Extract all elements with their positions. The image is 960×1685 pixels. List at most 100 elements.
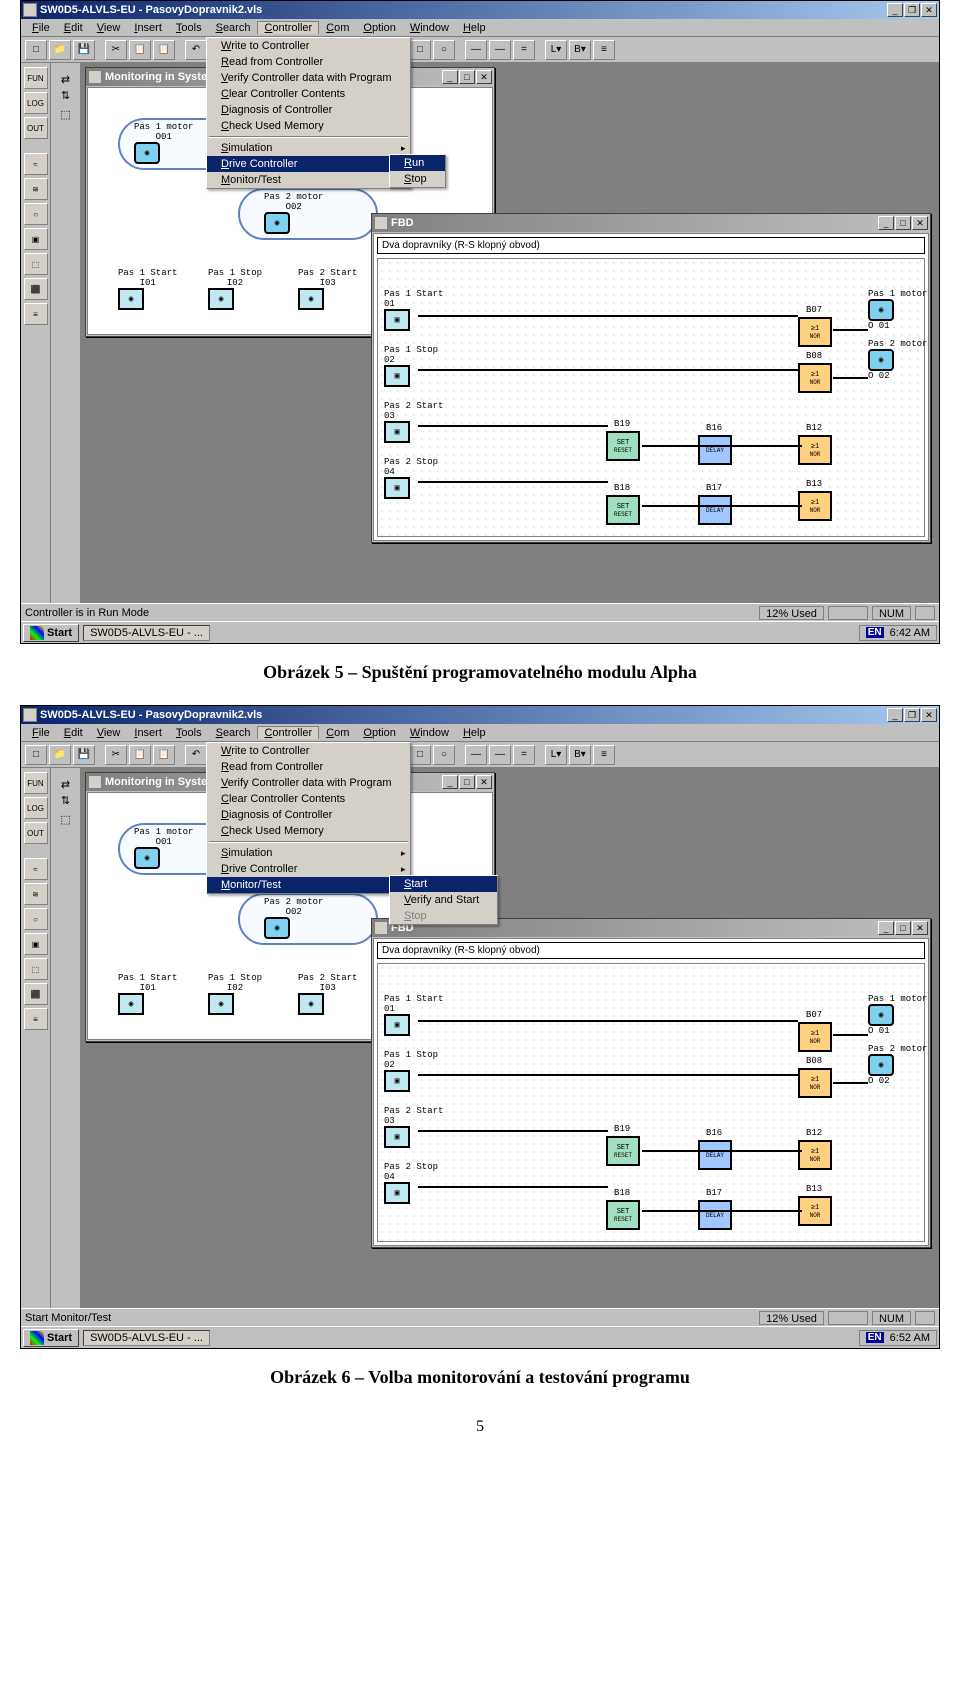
menu-item[interactable]: Write to Controller (207, 743, 410, 759)
menu-tools[interactable]: Tools (169, 726, 209, 740)
side-button[interactable]: LOG (24, 797, 48, 819)
minimize-button[interactable]: _ (878, 216, 894, 230)
side-button[interactable]: ⬚ (24, 958, 48, 980)
fbd-input[interactable]: Pas 2 Stop04▣ (384, 457, 438, 499)
toolbar-button[interactable]: — (489, 40, 511, 60)
menu-item[interactable]: Monitor/Test▸ (207, 877, 410, 893)
fbd-function[interactable]: B17DELAY (698, 1200, 732, 1230)
fbd-function[interactable]: B16DELAY (698, 435, 732, 465)
side-button[interactable]: ⬚ (60, 108, 70, 121)
minimize-button[interactable]: _ (887, 708, 903, 722)
fbd-output[interactable]: Pas 1 motor◉O 01 (868, 994, 927, 1036)
submenu-item[interactable]: Verify and Start (390, 892, 497, 908)
close-button[interactable]: ✕ (476, 70, 492, 84)
fbd-function[interactable]: B13≥1NOR (798, 1196, 832, 1226)
toolbar-button[interactable]: 📋 (129, 40, 151, 60)
toolbar-button[interactable]: ✂ (105, 745, 127, 765)
minimize-button[interactable]: _ (878, 921, 894, 935)
submenu-item[interactable]: Run (390, 155, 445, 171)
taskbar-item[interactable]: SW0D5-ALVLS-EU - ... (83, 625, 210, 641)
fbd-output[interactable]: Pas 1 motor◉O 01 (868, 289, 927, 331)
menu-edit[interactable]: Edit (57, 726, 90, 740)
side-button[interactable]: ⇅ (61, 89, 70, 102)
maximize-button[interactable]: □ (459, 775, 475, 789)
lang-indicator[interactable]: EN (866, 627, 884, 638)
close-button[interactable]: ✕ (921, 708, 937, 722)
side-button[interactable]: FUN (24, 772, 48, 794)
side-button[interactable]: LOG (24, 92, 48, 114)
menu-help[interactable]: Help (456, 21, 493, 35)
menu-file[interactable]: File (25, 726, 57, 740)
toolbar-button[interactable]: ✂ (105, 40, 127, 60)
menu-controller[interactable]: Controller (257, 21, 319, 34)
menu-item[interactable]: Drive Controller▸ (207, 156, 410, 172)
fbd-input[interactable]: Pas 1 Start01▣ (384, 289, 443, 331)
fbd-input[interactable]: Pas 2 Stop04▣ (384, 1162, 438, 1204)
close-button[interactable]: ✕ (912, 921, 928, 935)
fbd-function[interactable]: B19SETRESET (606, 431, 640, 461)
menu-insert[interactable]: Insert (127, 21, 169, 35)
fbd-input[interactable]: Pas 1 Stop02▣ (384, 1050, 438, 1092)
toolbar-button[interactable]: 📋 (153, 40, 175, 60)
side-button[interactable]: ⇄ (61, 778, 70, 791)
fbd-input[interactable]: Pas 2 Start03▣ (384, 401, 443, 443)
fbd-function[interactable]: B13≥1NOR (798, 491, 832, 521)
fbd-function[interactable]: B12≥1NOR (798, 435, 832, 465)
menu-item[interactable]: Read from Controller (207, 54, 410, 70)
menu-item[interactable]: Diagnosis of Controller (207, 807, 410, 823)
menu-item[interactable]: Simulation▸ (207, 140, 410, 156)
side-button[interactable]: FUN (24, 67, 48, 89)
fbd-block[interactable]: Pas 2 StartI03◉ (298, 268, 357, 310)
fbd-block[interactable]: Pas 1 StopI02◉ (208, 973, 262, 1015)
side-button[interactable]: ≋ (24, 883, 48, 905)
toolbar-button[interactable]: B▾ (569, 40, 591, 60)
maximize-button[interactable]: □ (895, 921, 911, 935)
side-button[interactable]: ▣ (24, 228, 48, 250)
side-button[interactable]: ○ (24, 203, 48, 225)
side-button[interactable]: ≡ (24, 1008, 48, 1030)
fbd-function[interactable]: B16DELAY (698, 1140, 732, 1170)
submenu-item[interactable]: Stop (390, 171, 445, 187)
fbd-function[interactable]: B08≥1NOR (798, 1068, 832, 1098)
menu-window[interactable]: Window (403, 726, 456, 740)
fbd-output[interactable]: Pas 2 motor◉O 02 (868, 1044, 927, 1086)
menu-window[interactable]: Window (403, 21, 456, 35)
fbd-function[interactable]: B07≥1NOR (798, 1022, 832, 1052)
maximize-button[interactable]: □ (895, 216, 911, 230)
menu-item[interactable]: Verify Controller data with Program (207, 70, 410, 86)
fbd-function[interactable]: B07≥1NOR (798, 317, 832, 347)
menu-controller[interactable]: Controller (257, 726, 319, 739)
fbd-block[interactable]: Pas 1 StartI01◉ (118, 973, 177, 1015)
toolbar-button[interactable]: B▾ (569, 745, 591, 765)
toolbar-button[interactable]: 💾 (73, 40, 95, 60)
fbd-function[interactable]: B08≥1NOR (798, 363, 832, 393)
toolbar-button[interactable]: ≡ (593, 40, 615, 60)
menu-tools[interactable]: Tools (169, 21, 209, 35)
maximize-button[interactable]: ❐ (904, 3, 920, 17)
fbd-output[interactable]: Pas 2 motor◉O 02 (868, 339, 927, 381)
fbd-input[interactable]: Pas 2 Start03▣ (384, 1106, 443, 1148)
toolbar-button[interactable]: — (465, 745, 487, 765)
minimize-button[interactable]: _ (442, 775, 458, 789)
toolbar-button[interactable]: — (489, 745, 511, 765)
fbd-function[interactable]: B18SETRESET (606, 495, 640, 525)
side-button[interactable]: ⬚ (60, 813, 70, 826)
fbd-block[interactable]: Pas 1 motorO01◉ (134, 122, 193, 164)
menu-help[interactable]: Help (456, 726, 493, 740)
menu-item[interactable]: Drive Controller▸ (207, 861, 410, 877)
fbd-block[interactable]: Pas 1 motorO01◉ (134, 827, 193, 869)
side-button[interactable]: OUT (24, 117, 48, 139)
toolbar-button[interactable]: L▾ (545, 745, 567, 765)
fbd-block[interactable]: Pas 2 StartI03◉ (298, 973, 357, 1015)
menu-item[interactable]: Check Used Memory (207, 823, 410, 839)
lang-indicator[interactable]: EN (866, 1332, 884, 1343)
menu-search[interactable]: Search (209, 726, 258, 740)
toolbar-button[interactable]: ↶ (185, 745, 207, 765)
side-button[interactable]: ⬛ (24, 278, 48, 300)
side-button[interactable]: OUT (24, 822, 48, 844)
toolbar-button[interactable]: □ (25, 745, 47, 765)
taskbar-item[interactable]: SW0D5-ALVLS-EU - ... (83, 1330, 210, 1346)
menu-com[interactable]: Com (319, 726, 356, 740)
toolbar-button[interactable]: ○ (433, 745, 455, 765)
toolbar-button[interactable]: 📁 (49, 745, 71, 765)
